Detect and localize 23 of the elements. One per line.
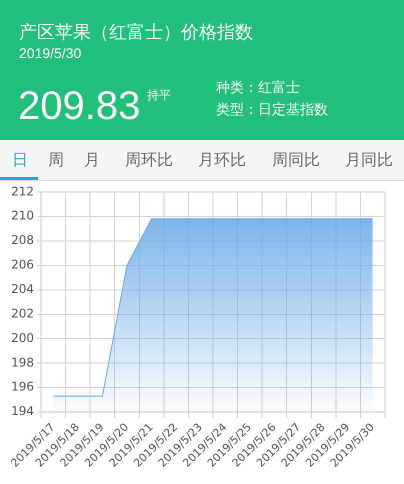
y-tick-label: 196 xyxy=(11,380,34,394)
text: 月 xyxy=(84,152,100,169)
y-tick-label: 202 xyxy=(11,306,34,320)
y-tick-label: 210 xyxy=(11,208,34,223)
y-tick-label: 206 xyxy=(11,258,34,272)
chart-title: 产区苹果（红富士）价格指数 xyxy=(19,22,253,42)
text: 日 xyxy=(12,152,28,169)
y-tick-label: 208 xyxy=(11,233,34,248)
text: 月环比 xyxy=(198,152,246,169)
y-tick-label: 200 xyxy=(11,330,34,345)
text: 周 xyxy=(48,152,64,169)
text: 持平 xyxy=(147,88,171,102)
y-tick-label: 212 xyxy=(11,184,34,198)
text: 周环比 xyxy=(125,152,173,169)
text: 类型：日定基指数 xyxy=(216,101,328,117)
y-tick-label: 204 xyxy=(11,282,34,296)
text: 月同比 xyxy=(345,152,393,169)
y-tick-label: 198 xyxy=(11,355,34,370)
text: 种类：红富士 xyxy=(216,79,300,95)
chart-subtitle: 2019/5/30 xyxy=(19,45,82,61)
y-tick-label: 194 xyxy=(11,404,34,418)
text: 周同比 xyxy=(272,152,320,169)
text: 209.83 xyxy=(18,84,140,128)
